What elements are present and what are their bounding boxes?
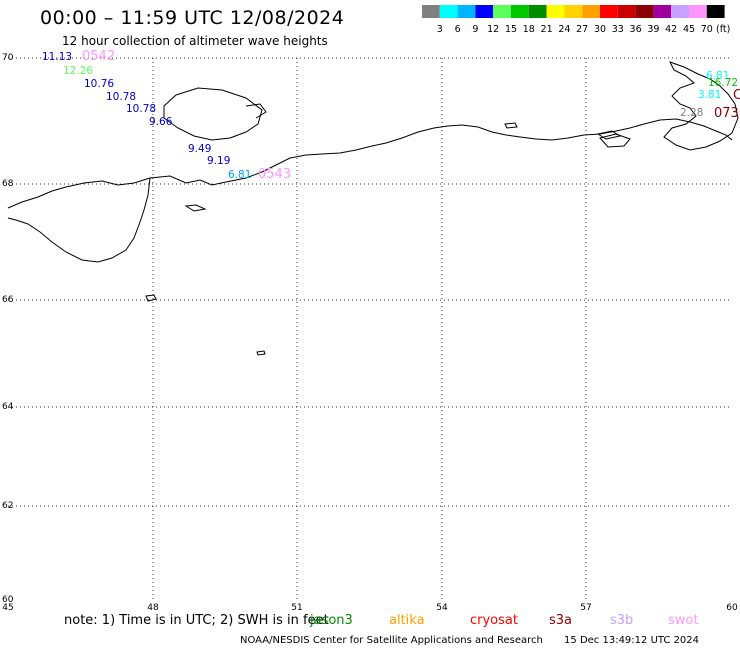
wave-height-label: 3.81 bbox=[698, 89, 721, 101]
color-legend: 3 6 9 12 15 18 21 24 27 30 33 36 39 42 45 70 (ft) bbox=[422, 5, 730, 35]
credit-text: NOAA/NESDIS Center for Satellite Applica… bbox=[240, 635, 543, 646]
legend-tick-label: 24 bbox=[558, 24, 570, 35]
page-subtitle: 12 hour collection of altimeter wave hei… bbox=[62, 34, 328, 48]
lon-tick-label: 57 bbox=[580, 603, 591, 613]
wave-height-label: 073 bbox=[714, 106, 739, 121]
legend-tick-label: 27 bbox=[576, 24, 588, 35]
axis-ticks: 45 48 51 54 57 60 70 68 66 64 62 60 bbox=[2, 53, 738, 613]
mainland-coastline bbox=[7, 118, 733, 209]
satellite-altika: altika bbox=[389, 613, 425, 628]
legend-tick-label: 33 bbox=[612, 24, 624, 35]
footer-note: note: 1) Time is in UTC; 2) SWH is in fe… bbox=[64, 613, 329, 628]
legend-swatch bbox=[439, 5, 458, 18]
generated-time: 15 Dec 13:49:12 UTC 2024 bbox=[564, 635, 700, 646]
satellite-swot: swot bbox=[668, 613, 699, 628]
wave-height-label: 10.78 bbox=[126, 103, 156, 115]
islet-1 bbox=[145, 294, 157, 302]
legend-tick-label: 45 bbox=[683, 24, 695, 35]
legend-swatch bbox=[706, 5, 725, 18]
legend-tick-label: 39 bbox=[647, 24, 659, 35]
satellite-cryosat: cryosat bbox=[470, 613, 518, 628]
wave-height-label: 16.72 bbox=[708, 77, 738, 89]
legend-swatch bbox=[671, 5, 689, 18]
wave-height-label: 10.78 bbox=[106, 91, 136, 103]
legend-swatch bbox=[511, 5, 529, 18]
wave-height-label: 6.81 bbox=[706, 70, 729, 82]
wave-height-label: 11.13 bbox=[42, 51, 72, 63]
wave-height-label: 9.19 bbox=[207, 155, 230, 167]
wave-height-label: 9.66 bbox=[149, 116, 173, 128]
legend-unit: (ft) bbox=[716, 24, 730, 35]
coastline bbox=[7, 61, 739, 356]
wave-height-label: 9.49 bbox=[188, 143, 211, 155]
lat-tick-label: 66 bbox=[2, 295, 14, 305]
wave-height-label: C bbox=[733, 88, 740, 103]
legend-tick-label: 12 bbox=[487, 24, 499, 35]
kanin-peninsula bbox=[7, 177, 151, 263]
satellite-jason3: jason3 bbox=[310, 613, 353, 628]
satellite-s3b: s3b bbox=[610, 613, 634, 628]
islet-4 bbox=[504, 122, 518, 129]
vaygach-island bbox=[599, 133, 631, 148]
legend-swatch bbox=[493, 5, 511, 18]
legend-swatch bbox=[528, 5, 547, 18]
legend-tick-label: 70 bbox=[701, 24, 713, 35]
legend-swatch bbox=[457, 5, 476, 18]
map-grid bbox=[8, 57, 732, 600]
lon-tick-label: 48 bbox=[147, 603, 159, 613]
lat-tick-label: 60 bbox=[2, 595, 14, 605]
legend-swatch bbox=[600, 5, 618, 18]
islet-3 bbox=[184, 204, 207, 212]
lon-tick-label: 51 bbox=[291, 603, 302, 613]
wave-height-label: 0543 bbox=[258, 167, 291, 182]
legend-swatch bbox=[546, 5, 565, 18]
legend-tick-label: 30 bbox=[594, 24, 606, 35]
wave-height-label: 12.26 bbox=[63, 65, 93, 77]
note-text: note: 1) Time is in UTC; 2) SWH is in fe… bbox=[64, 613, 329, 628]
legend-tick-label: 42 bbox=[665, 24, 677, 35]
legend-swatch bbox=[422, 5, 440, 18]
wave-height-label: 10.76 bbox=[84, 78, 114, 90]
page-title: 00:00 – 11:59 UTC 12/08/2024 bbox=[40, 7, 345, 29]
legend-swatch bbox=[617, 5, 636, 18]
legend-tick-label: 18 bbox=[523, 24, 535, 35]
legend-swatch bbox=[582, 5, 600, 18]
legend-swatch bbox=[689, 5, 707, 18]
lon-tick-label: 60 bbox=[726, 603, 738, 613]
islet-2 bbox=[256, 350, 266, 356]
credit-line: NOAA/NESDIS Center for Satellite Applica… bbox=[240, 635, 699, 646]
lon-tick-label: 54 bbox=[436, 603, 448, 613]
legend-swatch bbox=[653, 5, 672, 18]
wave-height-label: 6.81 bbox=[228, 169, 251, 181]
wave-height-label: 2.28 bbox=[680, 107, 703, 119]
legend-tick-label: 15 bbox=[505, 24, 517, 35]
lon-tick-label: 45 bbox=[2, 603, 13, 613]
legend-tick-label: 36 bbox=[630, 24, 642, 35]
satellite-s3a: s3a bbox=[549, 613, 573, 628]
lat-tick-label: 70 bbox=[2, 53, 14, 63]
legend-tick-label: 3 bbox=[437, 24, 443, 35]
legend-tick-label: 21 bbox=[541, 24, 553, 35]
lat-tick-label: 62 bbox=[2, 501, 13, 511]
legend-tick-label: 6 bbox=[455, 24, 461, 35]
legend-tick-label: 9 bbox=[472, 24, 478, 35]
kolguev-spit bbox=[245, 103, 267, 119]
legend-swatch bbox=[564, 5, 583, 18]
legend-swatch bbox=[475, 5, 494, 18]
lat-tick-label: 68 bbox=[2, 179, 14, 189]
legend-swatch bbox=[635, 5, 654, 18]
novaya-zemlya bbox=[663, 61, 739, 151]
wave-height-label: 0542 bbox=[82, 49, 115, 64]
wave-observations: 11.13 054212.2610.7610.7810.789.669.499.1… bbox=[42, 49, 740, 182]
lat-tick-label: 64 bbox=[2, 402, 14, 412]
kolguev-island bbox=[163, 87, 263, 141]
